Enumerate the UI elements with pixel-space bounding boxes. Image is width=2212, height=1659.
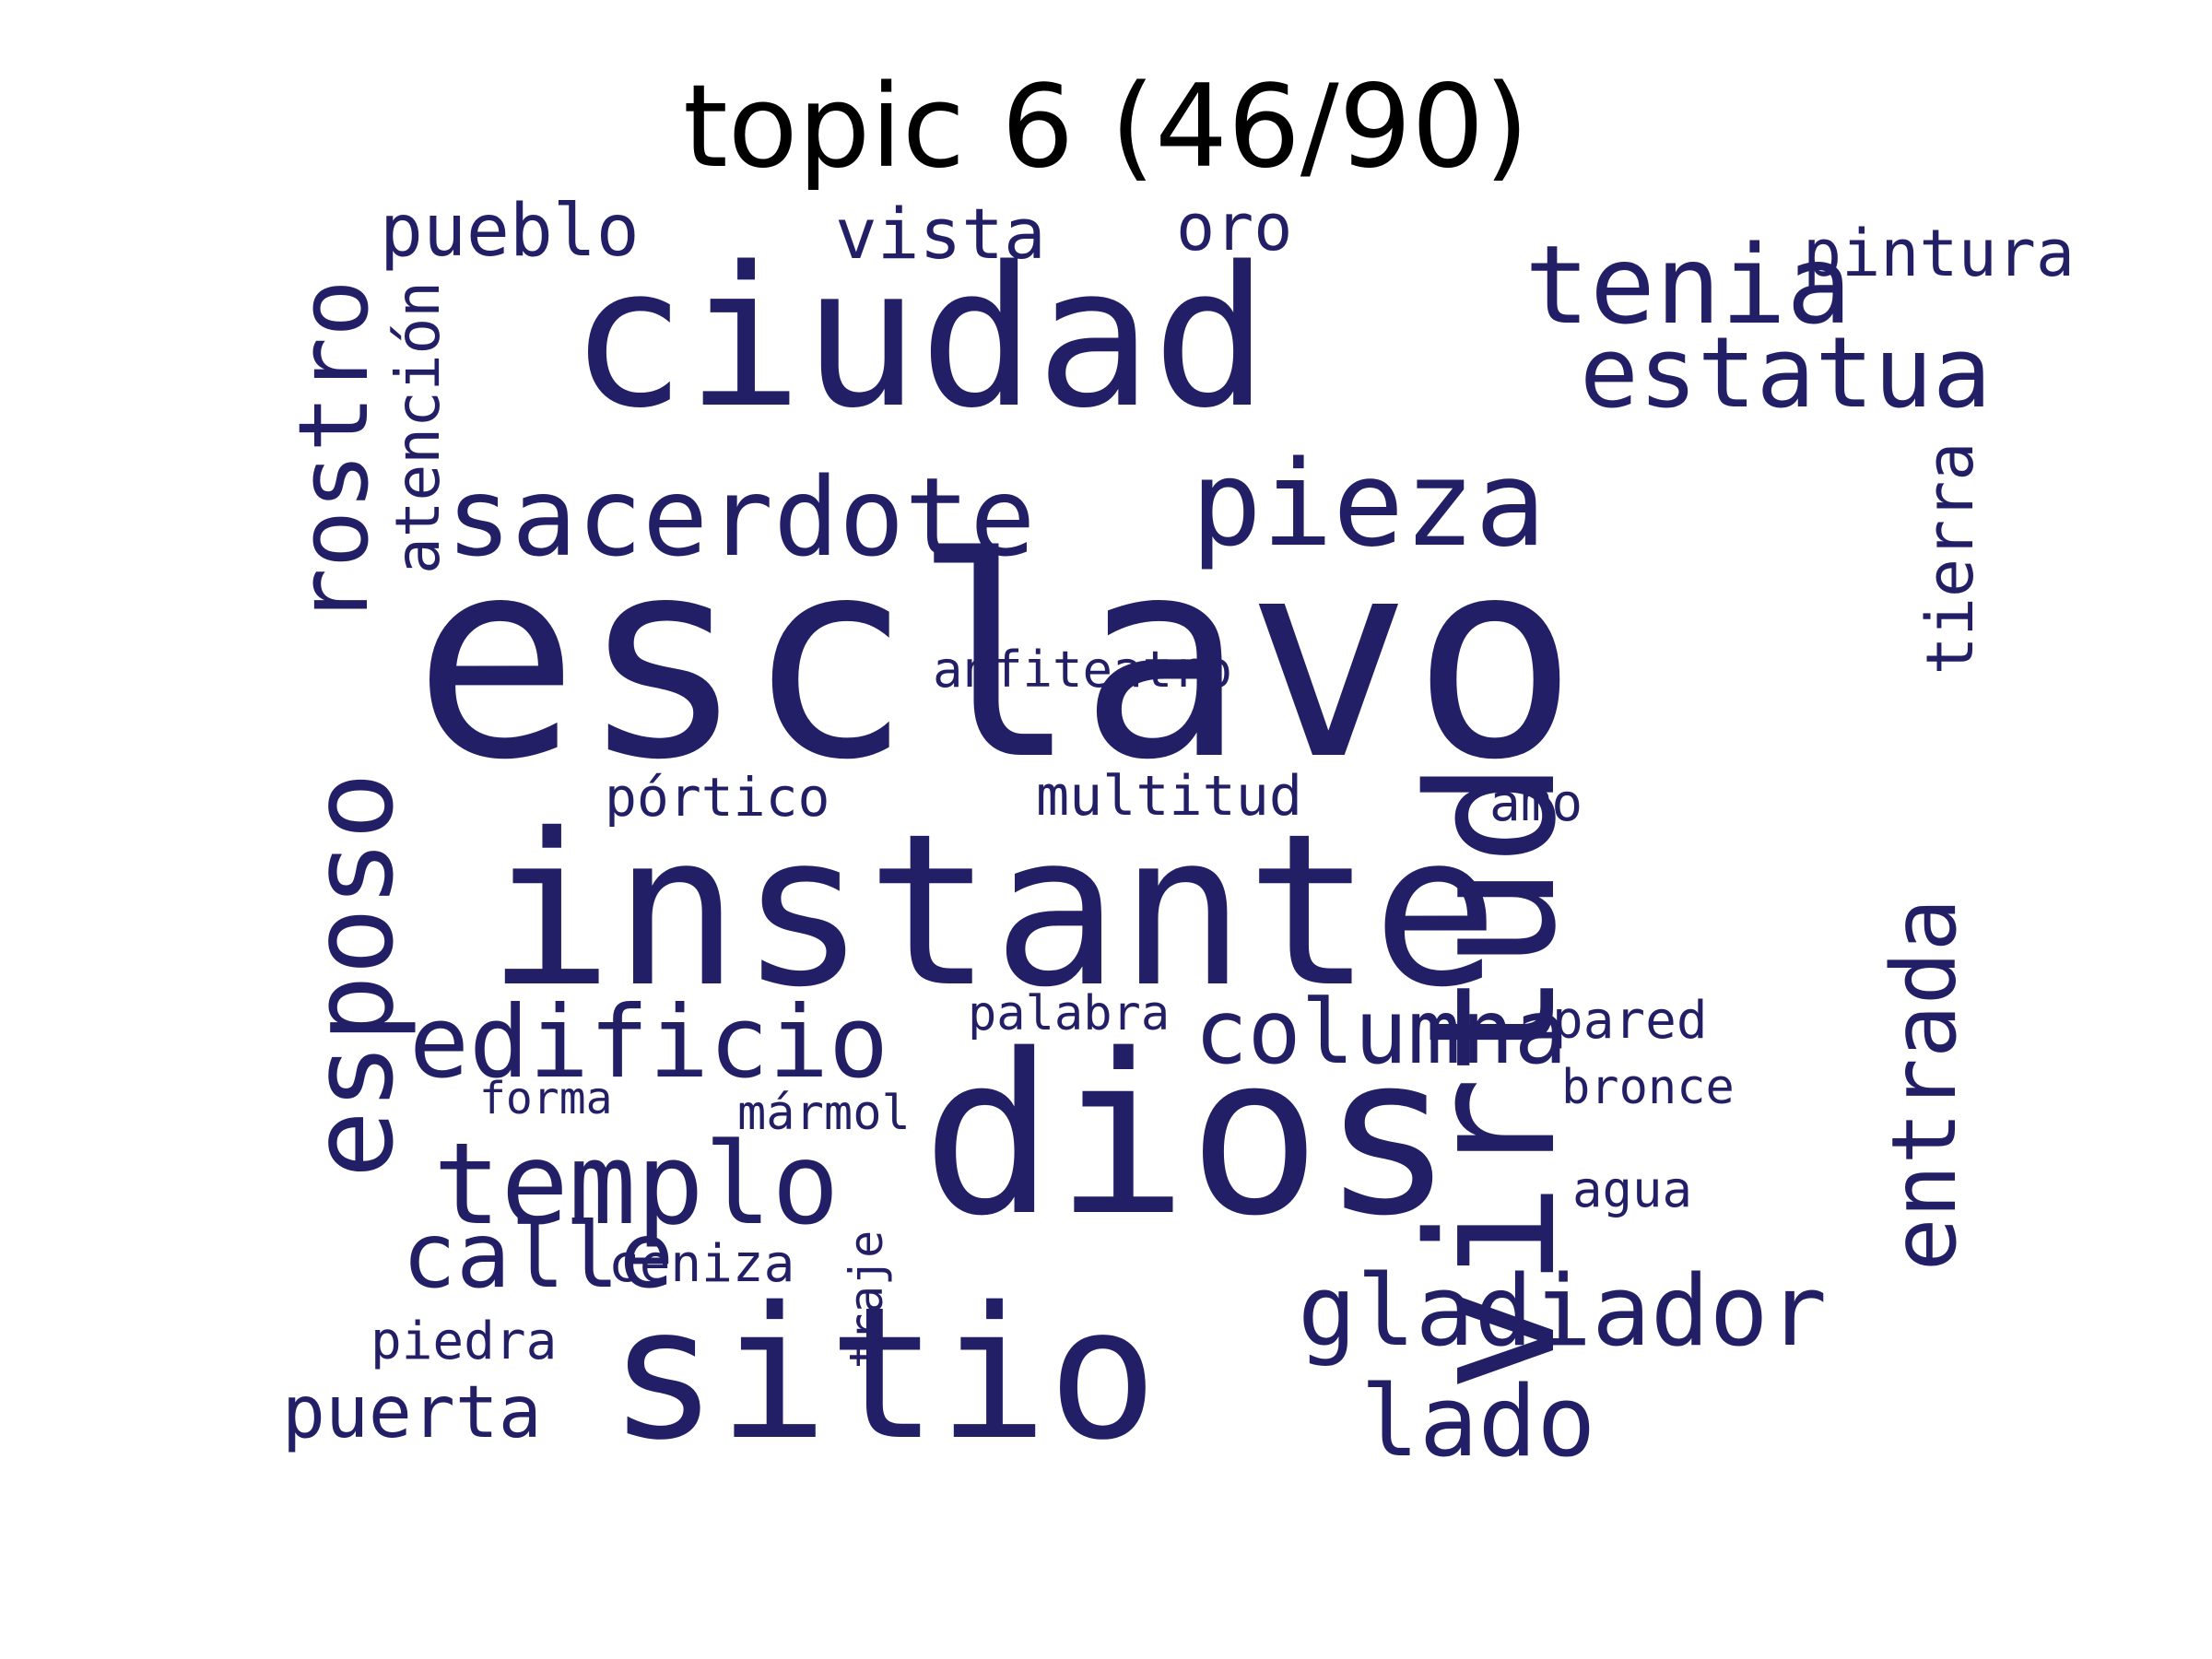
word-multitud: tierra <box>1912 441 1988 676</box>
word-pueblo: columna <box>1194 981 1568 1084</box>
word-lado: tenia <box>1524 221 1853 348</box>
chart-title: topic 6 (46/90) <box>683 61 1529 194</box>
word-calle: templo <box>433 1119 840 1250</box>
word-tierra: mármol <box>737 1086 911 1141</box>
word-pared: vista <box>835 193 1046 275</box>
word-sitio: sitio <box>608 1267 1159 1480</box>
word-edificio: sacerdote <box>446 453 1036 581</box>
word-columna: rostro <box>277 279 390 626</box>
word-anfiteatro: pórtico <box>605 766 830 829</box>
word-tenia: estatua <box>1580 316 1992 429</box>
word-templo: esposo <box>288 771 418 1179</box>
word-amo: pintura <box>1803 216 2076 291</box>
word-sacerdote: pieza <box>1191 436 1547 573</box>
word-rostro: amo <box>1489 773 1583 833</box>
word-oro: calle <box>402 1204 675 1309</box>
word-gladiador: entrada <box>1873 898 1976 1272</box>
word-dios: dios <box>922 1006 1454 1265</box>
word-virtud: palabra <box>968 986 1171 1041</box>
word-marmol: piedra <box>371 1312 558 1371</box>
word-portico: pueblo <box>380 190 640 273</box>
word-pieza: virtud <box>1391 759 1594 1394</box>
word-forma: ceniza <box>608 1234 795 1294</box>
word-entrada: agua <box>1572 1160 1693 1218</box>
word-esclavo: esclavo <box>413 499 1579 820</box>
word-esposo: anfiteatro <box>933 641 1233 699</box>
word-pintura: puerta <box>282 1371 542 1454</box>
word-ciudad: ciudad <box>570 225 1269 451</box>
word-ceniza: atención <box>382 281 453 574</box>
word-atencion: forma <box>479 1073 613 1124</box>
word-estatua: edificio <box>409 985 889 1100</box>
word-bronce: traje <box>840 1230 893 1370</box>
word-piedra: oro <box>1176 190 1293 265</box>
word-vista: lado <box>1360 1365 1596 1478</box>
word-puerta: gladiador <box>1298 1254 1828 1368</box>
word-agua: pared <box>1552 991 1708 1051</box>
word-traje: bronce <box>1561 1060 1735 1115</box>
word-palabra: multitud <box>1036 764 1302 829</box>
word-instante: instante <box>487 788 1500 1033</box>
